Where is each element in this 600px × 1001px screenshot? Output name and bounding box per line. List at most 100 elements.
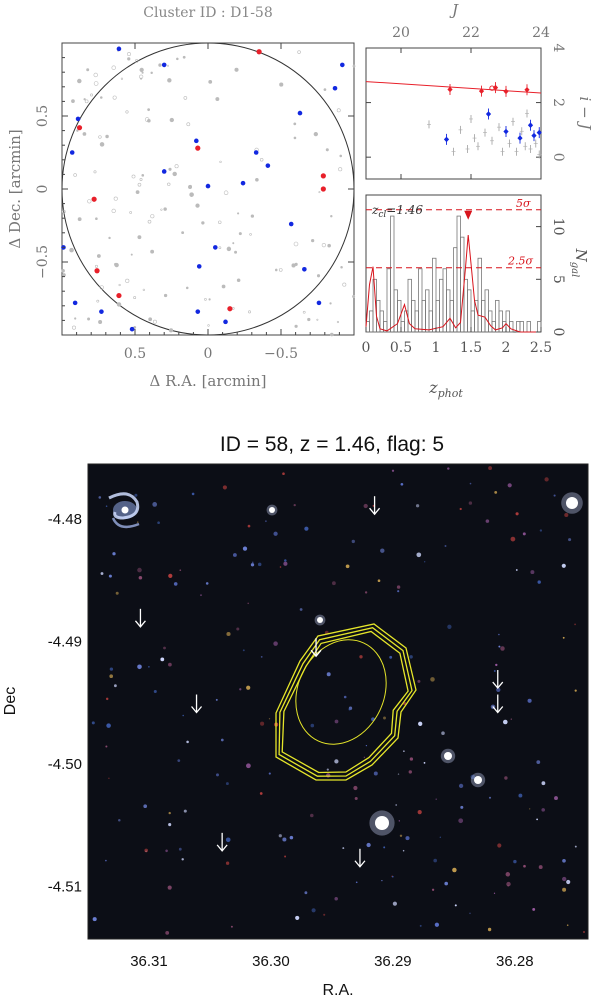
image-source — [168, 573, 173, 579]
blue-galaxy-point — [223, 319, 228, 325]
image-source — [418, 721, 423, 726]
red-galaxy-point — [503, 88, 509, 95]
background-galaxy-dot — [352, 294, 356, 299]
background-galaxy-dot — [111, 208, 116, 214]
background-galaxy-dot — [142, 288, 146, 292]
image-source — [562, 887, 567, 892]
background-galaxy-dot — [255, 177, 259, 182]
background-galaxy-dot — [325, 148, 329, 152]
background-galaxy-dot — [139, 67, 144, 73]
image-source — [230, 925, 233, 928]
background-galaxy-dot — [293, 241, 299, 247]
image-source — [247, 602, 249, 605]
image-source — [444, 545, 447, 547]
hist-y-tick-label: 10 — [550, 218, 566, 236]
background-galaxy-dot — [189, 192, 194, 197]
image-source — [264, 520, 267, 523]
image-source — [391, 469, 395, 472]
background-galaxy-dot — [90, 93, 93, 97]
blue-galaxy-point — [297, 110, 303, 116]
image-source — [458, 818, 464, 824]
background-galaxy-dot — [116, 302, 122, 307]
background-galaxy-dot — [342, 282, 347, 287]
background-galaxy-dot — [195, 203, 200, 208]
red-galaxy-point — [447, 86, 453, 93]
image-source — [564, 512, 569, 518]
hist-density-curve — [365, 234, 541, 333]
background-galaxy-dot — [100, 96, 103, 99]
image-source — [574, 845, 577, 848]
background-galaxy-dot — [339, 154, 343, 158]
sky-map-background-galaxies — [61, 49, 356, 337]
image-source — [399, 834, 403, 838]
hist-bars — [365, 215, 542, 333]
background-galaxy-dot — [302, 310, 306, 314]
background-galaxy-dot — [83, 98, 86, 101]
density-contour — [275, 623, 417, 781]
blue-galaxy-point — [213, 245, 218, 250]
image-source — [160, 657, 165, 662]
background-galaxy-dot — [352, 64, 356, 68]
image-source — [225, 837, 231, 843]
image-sources — [91, 466, 585, 935]
blue-galaxy-point — [288, 221, 294, 227]
image-source — [215, 698, 218, 701]
hist-x-tick-label: 1 — [432, 340, 441, 356]
image-source — [553, 494, 556, 497]
image-source — [416, 552, 422, 558]
background-galaxy-dot — [114, 262, 119, 268]
cmd-x-tick-label: 22 — [462, 25, 480, 41]
image-source — [562, 876, 567, 882]
background-galaxy-dot — [250, 214, 255, 218]
background-galaxy-dot — [294, 324, 298, 328]
background-galaxy-dot — [148, 317, 153, 322]
image-background — [88, 464, 588, 939]
red-galaxy-point — [256, 49, 262, 55]
image-source — [494, 491, 498, 494]
hist-x-tick-label: 1.5 — [460, 340, 482, 356]
image-source — [283, 561, 288, 566]
image-source — [284, 855, 287, 858]
image-source — [186, 740, 189, 744]
bright-star — [566, 497, 578, 509]
background-galaxy-dot — [160, 208, 163, 211]
sky-map-xlabel: Δ R.A. [arcmin] — [150, 372, 267, 390]
image-source — [278, 834, 282, 838]
background-galaxy-dot — [236, 278, 241, 283]
five-sigma-label: 5σ — [516, 197, 531, 210]
image-source — [377, 579, 381, 583]
cmd-xlabel: J — [449, 1, 459, 19]
image-source — [92, 917, 97, 922]
image-source — [178, 847, 182, 851]
image-source — [537, 580, 541, 584]
image-source — [152, 502, 158, 507]
background-galaxy-dot — [98, 320, 103, 325]
image-source — [165, 931, 170, 935]
two-point-five-sigma-label: 2.5σ — [507, 255, 533, 268]
background-galaxy-dot — [330, 215, 333, 218]
image-source — [167, 885, 172, 890]
background-galaxy-dot — [163, 207, 167, 211]
image-source — [574, 689, 577, 692]
sky-x-tick-label: 0 — [204, 346, 213, 362]
image-source — [541, 808, 545, 812]
image-source — [359, 655, 363, 659]
image-source — [260, 721, 265, 726]
background-galaxy-dot — [137, 182, 142, 187]
blue-galaxy-point — [72, 300, 78, 306]
image-source — [441, 731, 445, 735]
background-galaxy-dot — [125, 110, 129, 114]
image-source — [216, 773, 219, 777]
background-galaxy-dot — [259, 157, 264, 162]
background-galaxy-dot — [93, 170, 97, 174]
red-galaxy-point — [195, 145, 201, 151]
image-source — [522, 532, 526, 536]
background-galaxy-dot — [238, 232, 242, 236]
background-galaxy-dot — [69, 247, 74, 253]
top-figure-title: Cluster ID : D1-58 — [143, 5, 273, 21]
member-arrow-head — [354, 860, 366, 868]
image-x-tick-label: 36.28 — [496, 953, 534, 970]
image-source — [137, 521, 139, 523]
